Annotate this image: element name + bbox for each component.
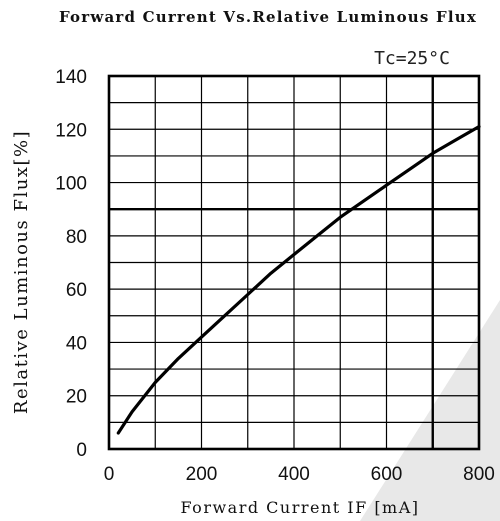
y-tick-label: 40: [66, 333, 87, 354]
y-tick-label: 80: [66, 227, 87, 248]
y-tick-labels: 0 20 40 60 80 100 120 140: [55, 67, 87, 461]
y-tick-label: 20: [66, 387, 87, 408]
x-tick-label: 0: [104, 464, 115, 485]
y-tick-label: 0: [76, 440, 87, 461]
y-tick-label: 60: [66, 280, 87, 301]
x-axis-title: Forward Current IF [mA]: [180, 498, 419, 517]
x-tick-label: 600: [371, 464, 403, 485]
temperature-annotation: Tc=25°C: [374, 48, 450, 69]
chart-title: Forward Current Vs.Relative Luminous Flu…: [59, 8, 477, 26]
series-line: [116, 125, 481, 435]
x-tick-labels: 0 200 400 600 800: [104, 464, 495, 485]
x-tick-label: 400: [278, 464, 310, 485]
watermark-shape: [360, 300, 500, 521]
y-tick-label: 140: [55, 67, 87, 88]
y-tick-label: 120: [55, 120, 87, 141]
y-axis-title: Relative Luminous Flux[%]: [11, 130, 32, 414]
x-tick-label: 800: [463, 464, 495, 485]
y-tick-label: 100: [55, 174, 87, 195]
plot-frame: [107, 74, 481, 451]
x-tick-label: 200: [186, 464, 218, 485]
grid: [109, 76, 479, 449]
